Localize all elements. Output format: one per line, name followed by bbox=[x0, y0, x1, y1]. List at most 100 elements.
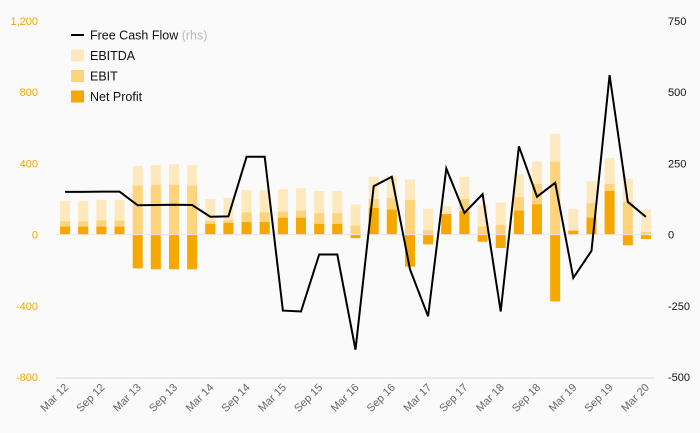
left-axis-tick: 400 bbox=[20, 158, 38, 170]
net-profit-bar bbox=[423, 234, 434, 245]
x-axis-tick: Sep 16 bbox=[365, 382, 398, 415]
x-axis-tick: Sep 15 bbox=[292, 382, 325, 415]
net-profit-bar bbox=[223, 223, 234, 235]
x-axis-tick: Mar 17 bbox=[402, 382, 435, 415]
ebitda-bar bbox=[78, 200, 89, 235]
right-axis-tick: -250 bbox=[668, 301, 690, 313]
net-profit-bar bbox=[187, 234, 198, 270]
ebitda-bar bbox=[495, 202, 506, 235]
legend-label: Net Profit bbox=[90, 90, 143, 104]
x-axis-tick: Sep 17 bbox=[437, 382, 470, 415]
legend-swatch bbox=[71, 49, 84, 62]
ebit-bar bbox=[187, 185, 198, 235]
net-profit-bar bbox=[477, 234, 488, 242]
net-profit-bar bbox=[604, 191, 615, 235]
net-profit-bar bbox=[622, 234, 633, 246]
net-profit-bar bbox=[532, 204, 542, 235]
left-axis-tick: 1,200 bbox=[10, 16, 38, 28]
right-axis-tick: 750 bbox=[668, 16, 686, 28]
ebitda-bar bbox=[477, 205, 488, 235]
legend-label: EBIT bbox=[90, 70, 118, 84]
net-profit-bar bbox=[640, 234, 651, 239]
x-axis-tick: Mar 14 bbox=[184, 382, 217, 415]
x-axis-tick: Mar 13 bbox=[111, 382, 144, 415]
net-profit-bar bbox=[277, 217, 288, 235]
left-axis: -800 -400 0 400 800 1,200 bbox=[10, 16, 38, 384]
net-profit-bar bbox=[386, 209, 397, 235]
net-profit-bar bbox=[314, 223, 325, 235]
free-cash-flow-layer bbox=[65, 74, 647, 350]
ebitda-bar bbox=[568, 208, 579, 235]
right-axis-tick: -500 bbox=[668, 372, 690, 384]
x-axis-tick: Mar 16 bbox=[329, 382, 362, 415]
net-profit-bar bbox=[550, 234, 561, 302]
ebit-bar bbox=[150, 184, 161, 235]
left-axis-tick: -400 bbox=[16, 301, 38, 313]
right-axis-tick: 250 bbox=[668, 158, 686, 170]
legend-swatch bbox=[71, 90, 84, 103]
right-axis-tick: 500 bbox=[668, 87, 686, 99]
x-axis-tick: Sep 18 bbox=[510, 382, 543, 415]
legend-swatch bbox=[71, 70, 84, 82]
net-profit-bar bbox=[132, 234, 143, 269]
legend-label-suffix: (rhs) bbox=[178, 29, 207, 43]
x-axis: Mar 12 Sep 12 Mar 13 Sep 13 Mar 14 Sep 14 Mar … bbox=[39, 377, 655, 415]
net-profit-bar bbox=[296, 217, 306, 235]
legend-label: Free Cash Flow (rhs) bbox=[90, 29, 207, 43]
ebitda-bar bbox=[114, 199, 125, 235]
x-axis-tick: Sep 19 bbox=[583, 382, 616, 415]
net-profit-bar bbox=[441, 214, 452, 235]
ebit-bar bbox=[169, 184, 179, 235]
x-axis-tick: Sep 13 bbox=[147, 382, 180, 415]
free-cash-flow-line bbox=[65, 74, 647, 350]
legend: Free Cash Flow (rhs) EBITDA EBIT Net Profit bbox=[71, 29, 207, 104]
ebit-bar bbox=[405, 199, 415, 235]
x-axis-tick: Mar 20 bbox=[619, 382, 652, 415]
ebit-bar bbox=[550, 161, 561, 235]
net-profit-bar bbox=[205, 223, 216, 235]
ebitda-bar bbox=[350, 204, 361, 235]
x-axis-tick: Mar 18 bbox=[474, 382, 507, 415]
net-profit-bar bbox=[169, 234, 179, 270]
x-axis-tick: Mar 12 bbox=[39, 382, 72, 415]
net-profit-bar bbox=[568, 231, 579, 235]
x-axis-tick: Mar 19 bbox=[547, 382, 580, 415]
ebitda-bar bbox=[96, 199, 107, 235]
net-profit-bar bbox=[586, 217, 597, 235]
ebit-bar bbox=[423, 230, 434, 235]
net-profit-bar bbox=[114, 226, 125, 235]
ebitda-bar bbox=[423, 208, 434, 235]
x-axis-tick: Sep 12 bbox=[74, 382, 107, 415]
net-profit-bar bbox=[350, 234, 361, 239]
x-axis-tick: Mar 15 bbox=[256, 382, 289, 415]
net-profit-bar bbox=[495, 234, 506, 248]
x-axis-tick: Sep 14 bbox=[220, 382, 253, 415]
net-profit-bar bbox=[60, 226, 71, 235]
ebitda-bar bbox=[332, 191, 343, 235]
net-profit-bar bbox=[332, 223, 343, 235]
net-profit-bar bbox=[513, 210, 524, 235]
ebit-bar bbox=[132, 185, 143, 235]
ebit-bar bbox=[640, 231, 651, 235]
ebitda-bar bbox=[60, 200, 71, 235]
net-profit-bar bbox=[368, 207, 379, 235]
net-profit-bar bbox=[459, 211, 470, 235]
ebit-bar bbox=[495, 224, 506, 235]
left-axis-tick: 0 bbox=[32, 230, 38, 242]
ebitda-bar bbox=[640, 209, 651, 235]
net-profit-bar bbox=[78, 226, 89, 235]
left-axis-tick: -800 bbox=[16, 372, 38, 384]
net-profit-bar bbox=[96, 226, 107, 235]
net-profit-bar bbox=[150, 234, 161, 270]
right-axis: -500 -250 0 250 500 750 bbox=[668, 16, 690, 384]
ebit-bar bbox=[350, 225, 361, 235]
net-profit-bar bbox=[405, 234, 415, 267]
net-profit-bar bbox=[259, 222, 270, 235]
bars-layer bbox=[60, 134, 651, 302]
ebit-bar bbox=[477, 226, 488, 235]
ebitda-bar bbox=[314, 191, 325, 235]
net-profit-bar bbox=[241, 222, 252, 235]
ebit-bar bbox=[622, 201, 633, 235]
left-axis-tick: 800 bbox=[20, 87, 38, 99]
